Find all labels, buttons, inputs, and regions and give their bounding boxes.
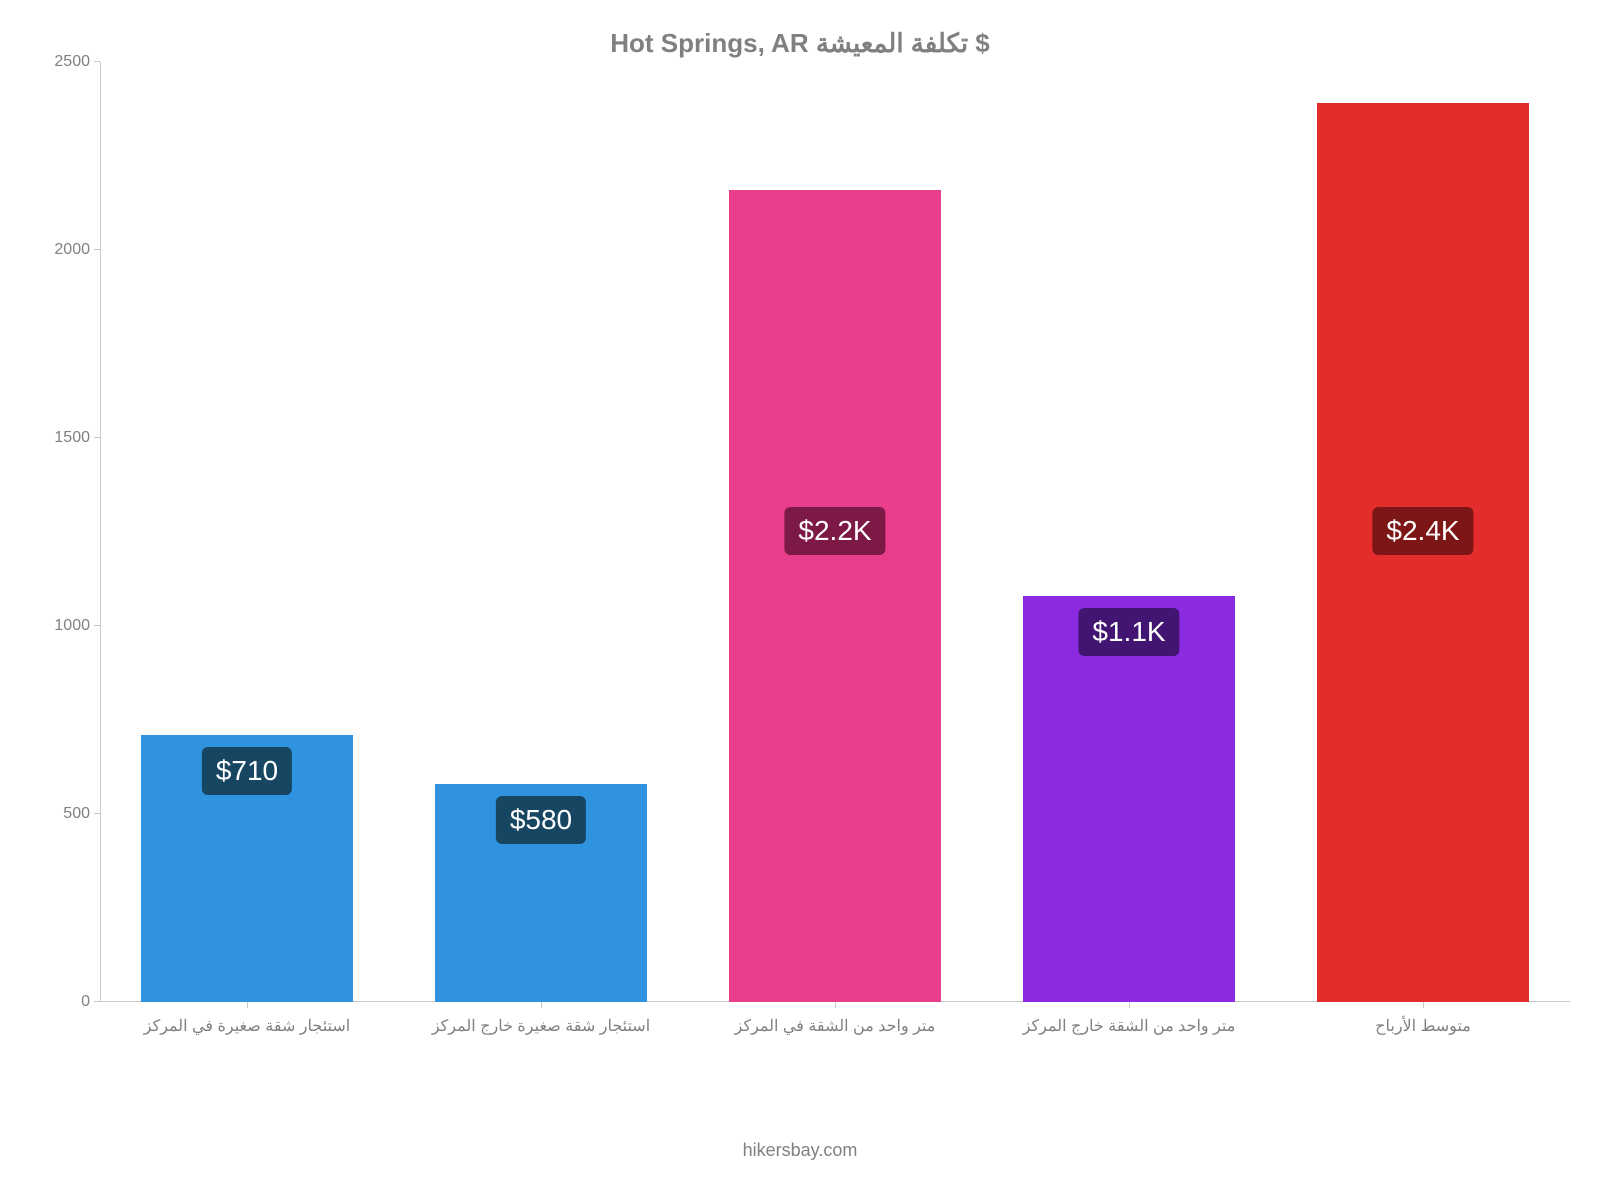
bar-value-label: $1.1K [1078,608,1179,656]
chart-footer: hikersbay.com [0,1140,1600,1161]
x-axis-labels: استئجار شقة صغيرة في المركز استئجار شقة ص… [100,1010,1570,1050]
bar: $2.2K [729,190,941,1002]
y-tick-label: 0 [81,993,100,1011]
bar-value-label: $2.4K [1372,507,1473,555]
x-tick-label: استئجار شقة صغيرة خارج المركز [432,1016,650,1036]
plot-area: 05001000150020002500 $710$580$2.2K$1.1K$… [100,62,1570,1002]
y-tick-label: 1500 [54,429,100,447]
y-tick-label: 2000 [54,241,100,259]
bar: $710 [141,735,353,1002]
bar: $1.1K [1023,596,1235,1002]
bar: $580 [435,784,647,1002]
bar: $2.4K [1317,103,1529,1002]
chart-title: Hot Springs, AR تكلفة المعيشة $ [30,28,1570,59]
x-tick-mark [541,1002,542,1008]
x-tick-mark [1129,1002,1130,1008]
x-tick-mark [1423,1002,1424,1008]
y-tick-label: 2500 [54,53,100,71]
x-tick-label: استئجار شقة صغيرة في المركز [144,1016,350,1036]
x-tick-label: متر واحد من الشقة في المركز [735,1016,936,1036]
y-tick-label: 1000 [54,617,100,635]
x-tick-mark [835,1002,836,1008]
y-tick-label: 500 [63,805,100,823]
x-tick-label: متر واحد من الشقة خارج المركز [1023,1016,1236,1036]
x-tick-mark [247,1002,248,1008]
x-tick-label: متوسط الأرباح [1375,1016,1471,1036]
bar-value-label: $710 [202,747,292,795]
bar-value-label: $580 [496,796,586,844]
chart-container: Hot Springs, AR تكلفة المعيشة $ 0 500 1000… [0,0,1600,1200]
bar-value-label: $2.2K [784,507,885,555]
